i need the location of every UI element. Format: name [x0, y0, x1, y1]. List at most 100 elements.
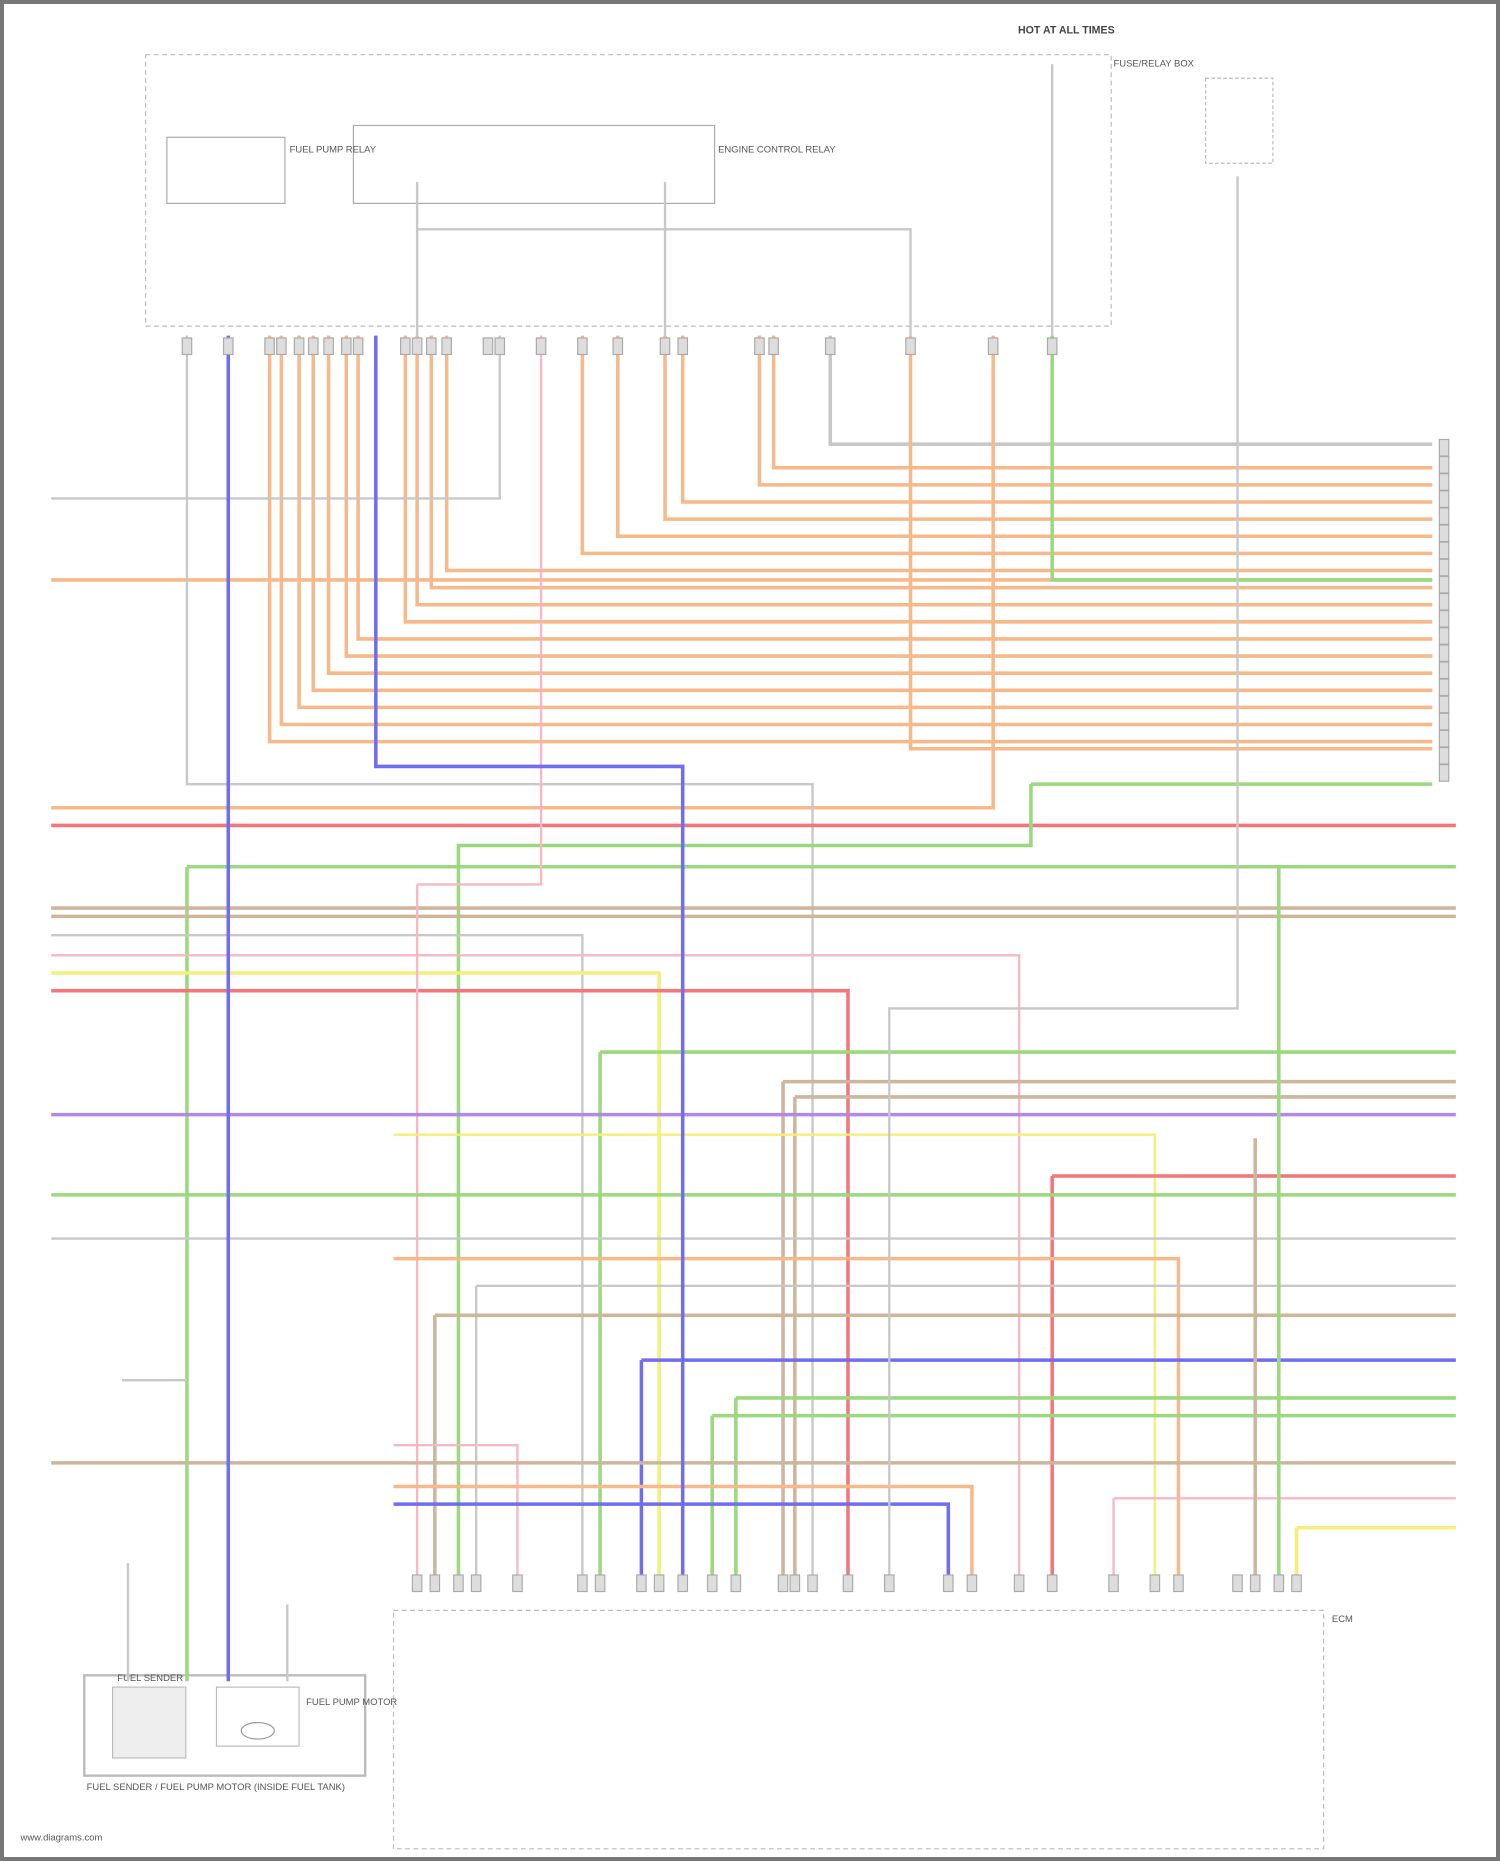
connector-pin [1173, 1574, 1184, 1593]
connector-pin [1291, 1574, 1302, 1593]
connector-pin [352, 337, 364, 356]
connector-pin [1438, 764, 1450, 782]
connector-pin [425, 337, 437, 356]
connector-pin [768, 337, 779, 356]
motor-icon [240, 1721, 275, 1740]
wire-gray [417, 228, 912, 336]
wire-orange [279, 335, 1433, 727]
wire-orange [326, 335, 1433, 675]
wire-pink [51, 954, 1021, 1575]
connector-pin [1438, 438, 1450, 457]
connector-pin [1438, 678, 1450, 697]
wire-red [51, 988, 850, 1575]
wire-orange [580, 335, 1433, 556]
footer-watermark: www.diagrams.com [20, 1833, 103, 1844]
connector-pin [1438, 541, 1450, 560]
fuse-relay-box-outline [145, 54, 1112, 327]
connector-pin [577, 337, 588, 356]
connector-pin [323, 337, 334, 356]
wire-orange [444, 335, 1433, 573]
connector-pin [1438, 746, 1450, 765]
wire-green [1050, 335, 1433, 582]
wiring-diagram-canvas: HOT AT ALL TIMES FUSE/RELAY BOX FUEL PUM… [20, 24, 1456, 1850]
connector-pin [307, 337, 319, 356]
connector-pin [1438, 695, 1450, 714]
wire-yellow [393, 1133, 1157, 1575]
wire-orange [680, 335, 1433, 504]
wire-orange [771, 335, 1433, 470]
fuel-tank-unit-label: FUEL SENDER / FUEL PUMP MOTOR (INSIDE FU… [87, 1782, 345, 1793]
connector-pin [1232, 1574, 1243, 1593]
connector-pin [594, 1574, 606, 1593]
wire-pink [393, 1443, 519, 1575]
wire-pink [417, 335, 543, 886]
connector-pin [659, 337, 671, 356]
connector-pin [1438, 558, 1450, 577]
connector-pin [730, 1574, 742, 1593]
connector-pin [1273, 1574, 1285, 1593]
connector-pin [653, 1574, 665, 1593]
ecm-label: ECM [1332, 1614, 1353, 1625]
connector-pin [966, 1574, 978, 1593]
connector-pin [1149, 1574, 1161, 1593]
wire-gray [51, 335, 501, 500]
connector-pin [905, 337, 916, 356]
connector-pin [1438, 610, 1450, 628]
connector-pin [987, 337, 999, 356]
fuel-tank-unit-box [83, 1674, 367, 1777]
engine-control-relay-box [352, 124, 716, 204]
fuse-box-label: FUSE/RELAY BOX [1114, 58, 1195, 69]
connector-pin [1438, 661, 1450, 680]
connector-pin [807, 1574, 818, 1593]
wire-orange [51, 335, 995, 810]
fuel-pump-relay-box [166, 136, 286, 204]
fuel-sender-box [112, 1686, 187, 1759]
connector-pin [276, 337, 287, 356]
connector-pin [411, 1574, 423, 1593]
wire-gray [888, 176, 1239, 1575]
connector-pin [942, 1574, 954, 1593]
wire-orange [297, 335, 1433, 710]
wire-gray [828, 335, 1433, 446]
connector-pin [494, 337, 506, 356]
connector-pin [222, 337, 234, 356]
connector-pin [1046, 1574, 1058, 1593]
connector-pin [181, 337, 193, 356]
connector-pin [535, 337, 547, 356]
wire-blue [393, 1502, 951, 1575]
connector-pin [789, 1574, 801, 1593]
connector-pin [1438, 490, 1450, 508]
connector-pin [706, 1574, 718, 1593]
connector-pin [1438, 524, 1450, 543]
right-component-box [1205, 77, 1274, 164]
wire-orange [757, 335, 1433, 487]
connector-pin [754, 337, 765, 356]
wire-blue [374, 335, 685, 1575]
connector-pin [1013, 1574, 1025, 1593]
connector-pin [677, 337, 689, 356]
connector-pin [1108, 1574, 1119, 1593]
connector-pin [1438, 473, 1450, 491]
connector-pin [340, 337, 352, 356]
wire-orange [267, 335, 1433, 744]
wire-orange [415, 335, 1433, 607]
wire-orange [393, 1484, 974, 1575]
engine-control-relay-label: ENGINE CONTROL RELAY [718, 145, 836, 156]
connector-pin [470, 1574, 482, 1593]
connector-pin [400, 337, 411, 356]
connector-pin [824, 337, 836, 356]
connector-pin [883, 1574, 895, 1593]
fuel-pump-relay-label: FUEL PUMP RELAY [290, 145, 377, 156]
connector-pin [577, 1574, 588, 1593]
connector-pin [453, 1574, 464, 1593]
wire-orange [393, 1256, 1181, 1575]
connector-pin [512, 1574, 523, 1593]
connector-pin [636, 1574, 647, 1593]
connector-pin [1438, 627, 1450, 645]
connector-pin [293, 337, 305, 356]
wire-yellow [51, 971, 661, 1575]
connector-pin [1438, 575, 1450, 594]
wire-orange [403, 335, 1433, 624]
connector-pin [1438, 592, 1450, 611]
